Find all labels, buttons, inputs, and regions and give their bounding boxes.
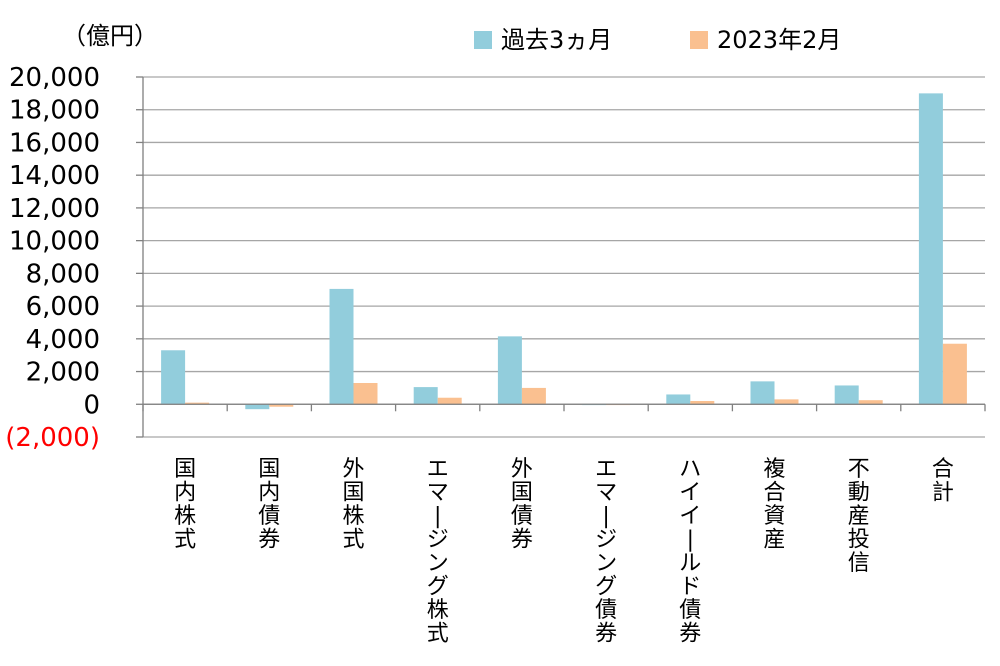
bar-series-1-6 bbox=[666, 394, 691, 405]
y-tick-label: 12,000 bbox=[9, 194, 100, 224]
bar-series-2-4 bbox=[521, 387, 546, 405]
y-tick-label: 14,000 bbox=[9, 161, 100, 191]
bar-series-1-2 bbox=[329, 288, 354, 405]
y-tick-label: 10,000 bbox=[9, 227, 100, 257]
y-tick-label: 0 bbox=[83, 390, 100, 420]
y-tick-label: 18,000 bbox=[9, 96, 100, 126]
unit-label: （億円） bbox=[62, 22, 158, 50]
bar-series-2-9 bbox=[942, 343, 967, 405]
bar-series-2-2 bbox=[353, 383, 378, 405]
bar-series-2-6 bbox=[690, 401, 715, 405]
bar-series-1-0 bbox=[161, 350, 186, 405]
y-tick-label: 6,000 bbox=[26, 292, 100, 322]
category-labels: 国内株式 国内債券 外国株式 エマ|ジング株式 外国債券 エマ|ジング債券 ハイイ|ルド債券… bbox=[174, 457, 954, 647]
category-label: 外国債券 bbox=[511, 457, 533, 553]
bar-series-1-3 bbox=[413, 387, 438, 405]
category-label: 国内債券 bbox=[258, 457, 280, 553]
bar-series-2-1 bbox=[269, 404, 294, 407]
category-label: 不動産投信 bbox=[848, 457, 870, 576]
gridlines bbox=[143, 76, 985, 438]
bar-series-1-8 bbox=[834, 385, 859, 405]
axes bbox=[142, 77, 986, 437]
bar-series-1-9 bbox=[918, 93, 943, 405]
category-label: エマ|ジング株式 bbox=[427, 457, 449, 647]
bar-series-1-1 bbox=[245, 404, 270, 410]
y-tick-label: 4,000 bbox=[26, 325, 100, 355]
legend-label-1: 過去3ヵ月 bbox=[501, 26, 612, 54]
category-label: ハイイ|ルド債券 bbox=[679, 457, 701, 647]
bar-series-2-8 bbox=[858, 400, 883, 405]
legend-swatch-2 bbox=[690, 31, 708, 49]
y-tick-label: 8,000 bbox=[26, 259, 100, 289]
y-tick-label: 2,000 bbox=[26, 358, 100, 388]
legend-swatch-1 bbox=[474, 31, 492, 49]
category-label: 外国株式 bbox=[342, 457, 364, 553]
y-tick-label: (2,000) bbox=[5, 423, 100, 453]
category-label: 合計 bbox=[932, 457, 954, 506]
bar-series-2-7 bbox=[774, 399, 799, 405]
y-axis-ticks: 20,00018,00016,00014,00012,00010,0008,00… bbox=[5, 63, 143, 453]
y-tick-label: 16,000 bbox=[9, 128, 100, 158]
category-label: エマ|ジング債券 bbox=[595, 457, 617, 647]
bar-series-2-0 bbox=[185, 402, 210, 405]
legend: 過去3ヵ月 2023年2月 bbox=[474, 26, 841, 54]
bar-series-1-4 bbox=[497, 336, 522, 405]
bar-series-2-3 bbox=[437, 397, 462, 405]
bars bbox=[161, 93, 967, 410]
bar-series-1-7 bbox=[750, 381, 775, 405]
y-tick-label: 20,000 bbox=[9, 63, 100, 93]
category-label: 複合資産 bbox=[763, 457, 785, 553]
category-label: 国内株式 bbox=[174, 457, 196, 553]
legend-label-2: 2023年2月 bbox=[717, 26, 841, 54]
